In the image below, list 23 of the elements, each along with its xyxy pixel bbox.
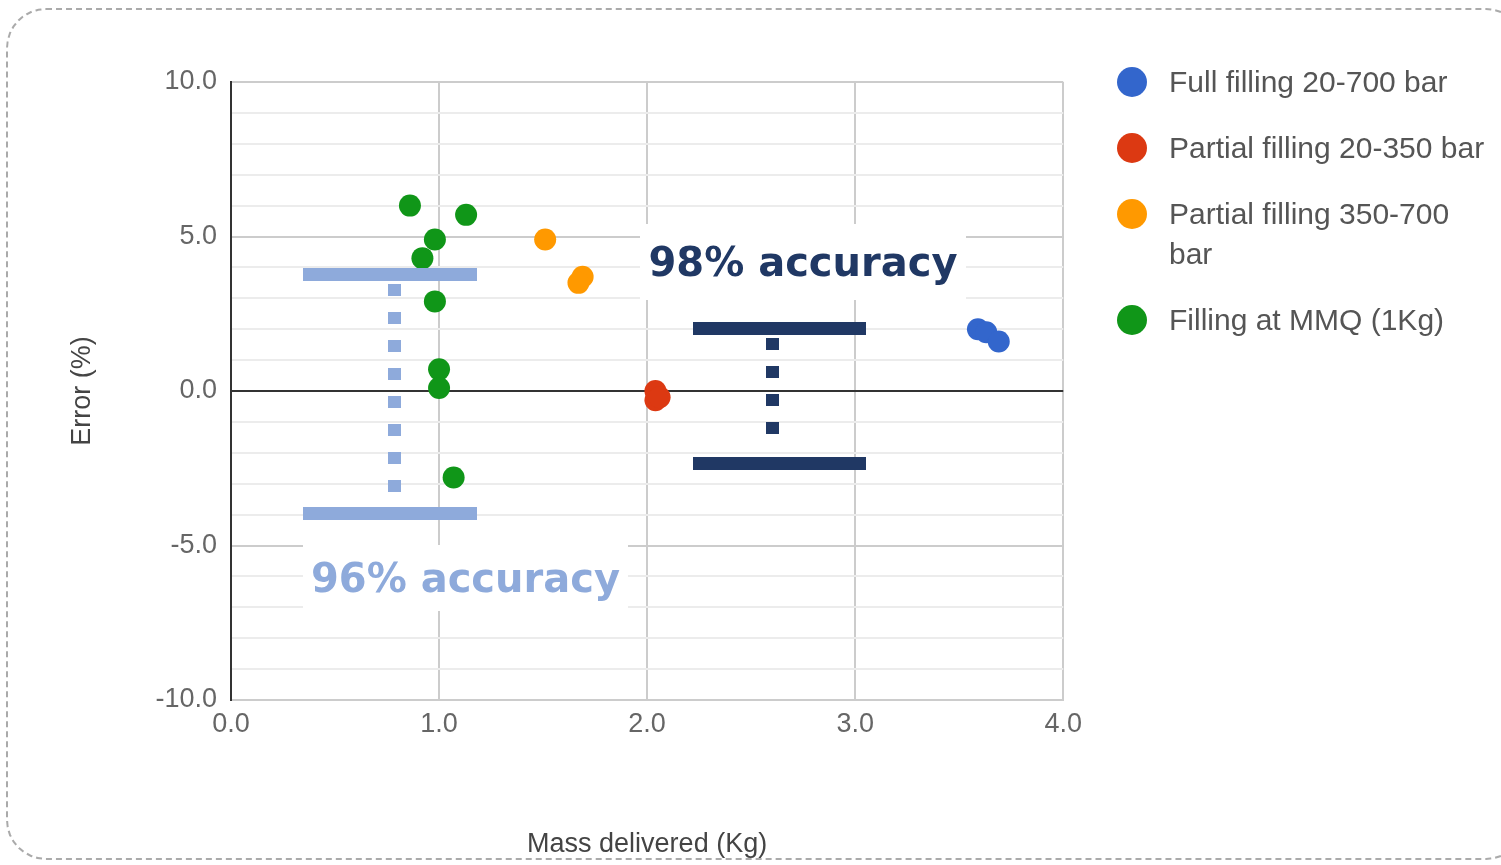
y-tick-label: 0.0	[179, 374, 217, 405]
annotation: 98% accuracy	[640, 224, 966, 300]
point	[455, 203, 478, 226]
y-tick-label: 5.0	[179, 219, 217, 250]
x-tick-label: 1.0	[420, 707, 458, 738]
x-axis-title: Mass delivered (Kg)	[527, 828, 768, 859]
point	[423, 228, 446, 251]
y-tick-label: -5.0	[170, 528, 217, 559]
legend-label: Partial filling 20-350 bar	[1169, 130, 1485, 166]
legend-label: Filling at MMQ (1Kg)	[1169, 302, 1445, 338]
x-tick-label: 4.0	[1044, 707, 1083, 738]
legend-label: Full filling 20-700 bar	[1169, 64, 1448, 100]
legend-label: Partial filling 350-700 bar	[1169, 196, 1451, 272]
point	[567, 271, 590, 294]
point	[987, 330, 1010, 353]
point	[398, 194, 421, 217]
y-tick-label: 10.0	[164, 65, 217, 96]
annotation: 96% accuracy	[303, 545, 628, 611]
point	[411, 247, 434, 270]
x-tick-label: 3.0	[836, 707, 874, 738]
x-tick-label: 2.0	[628, 707, 666, 738]
y-axis-title: Error (%)	[65, 336, 96, 446]
point	[534, 228, 557, 251]
